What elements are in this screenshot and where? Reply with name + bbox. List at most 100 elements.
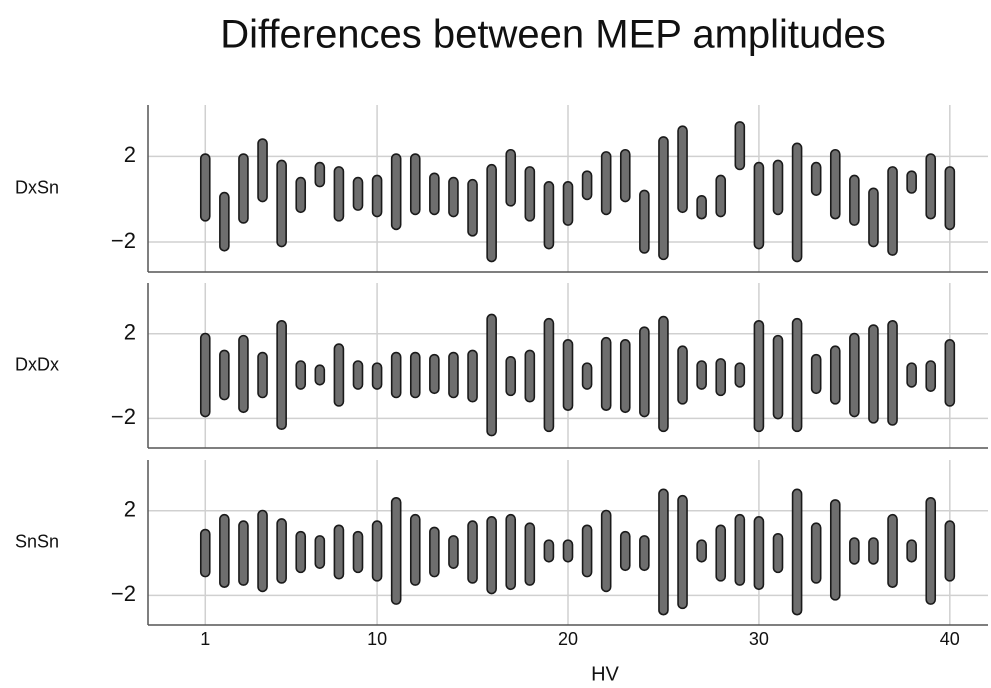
strip: [772, 159, 784, 216]
strip: [429, 353, 440, 395]
strip: [791, 488, 803, 616]
panel-label: DxDx: [15, 354, 59, 374]
strip: [868, 324, 879, 424]
strip: [581, 524, 593, 578]
strip: [505, 513, 517, 591]
strip: [600, 151, 612, 216]
strip: [772, 334, 784, 420]
strip: [352, 176, 364, 211]
strip: [429, 526, 440, 578]
strip: [543, 539, 555, 563]
strip: [467, 349, 478, 403]
strip: [257, 138, 268, 203]
strip: [849, 174, 860, 226]
strip: [448, 535, 459, 569]
strip: [829, 148, 841, 220]
strip: [677, 345, 688, 405]
strip: [276, 320, 287, 431]
strip: [944, 166, 956, 231]
strip: [562, 181, 574, 226]
strip: [639, 326, 650, 418]
strip: [238, 334, 249, 414]
strip: [696, 360, 707, 390]
strip: [295, 530, 307, 574]
strip: [658, 315, 669, 433]
strip: [543, 317, 555, 433]
strip: [829, 345, 841, 405]
strip: [333, 343, 345, 407]
strip: [619, 530, 631, 572]
strip: [753, 320, 765, 433]
chart-title: Differences between MEP amplitudes: [220, 13, 886, 57]
strip: [600, 509, 612, 593]
strip: [429, 172, 440, 216]
strip: [295, 176, 307, 214]
strip: [810, 353, 822, 395]
strip: [715, 524, 727, 582]
strip: [238, 153, 249, 224]
strip: [696, 539, 707, 563]
strip: [658, 136, 669, 261]
strip: [295, 360, 307, 390]
strip: [677, 494, 688, 610]
strip: [753, 516, 765, 591]
strip: [772, 532, 784, 574]
strip: [333, 166, 345, 222]
strip: [734, 362, 746, 388]
strip: [734, 513, 746, 586]
y-tick-label: −2: [111, 228, 136, 253]
strip: [219, 191, 230, 252]
x-tick-label: 40: [940, 629, 960, 649]
panel-label: DxSn: [15, 177, 59, 197]
y-tick-label: −2: [111, 581, 136, 606]
strip: [639, 535, 650, 572]
strip: [257, 351, 268, 399]
strip: [486, 163, 497, 263]
strip: [371, 520, 383, 582]
strip: [849, 332, 860, 418]
strip: [562, 539, 574, 563]
strip: [505, 355, 517, 397]
strip: [791, 317, 803, 433]
strip: [276, 159, 287, 248]
strip: [238, 520, 249, 586]
strip: [390, 497, 402, 605]
strip: [753, 161, 765, 250]
strip: [199, 332, 211, 418]
strip: [734, 121, 746, 171]
strip: [467, 520, 478, 584]
strip: [868, 537, 879, 565]
strip: [581, 362, 593, 390]
strip: [524, 522, 536, 586]
strip: [333, 524, 345, 580]
strip: [505, 148, 517, 207]
strip: [390, 153, 402, 231]
strip: [906, 362, 917, 388]
strip: [658, 488, 669, 616]
strip: [887, 513, 898, 588]
strip: [486, 516, 497, 595]
strip: [925, 153, 937, 220]
y-tick-label: 2: [124, 320, 136, 345]
strip: [887, 166, 898, 256]
strip: [199, 528, 211, 578]
strip: [219, 349, 230, 401]
strip: [581, 170, 593, 201]
x-tick-label: 10: [367, 629, 387, 649]
strip: [677, 125, 688, 214]
strip: [409, 153, 421, 216]
strip: [925, 497, 937, 605]
strip: [448, 351, 459, 399]
strip: [409, 513, 421, 586]
strip: [810, 161, 822, 196]
strip: [543, 181, 555, 250]
strip: [257, 509, 268, 593]
strip: [619, 339, 631, 414]
strip: [409, 351, 421, 399]
x-axis-label: HV: [591, 663, 619, 685]
strip: [524, 166, 536, 222]
panel-label: SnSn: [15, 531, 59, 551]
strip: [829, 499, 841, 601]
strip: [199, 153, 211, 222]
